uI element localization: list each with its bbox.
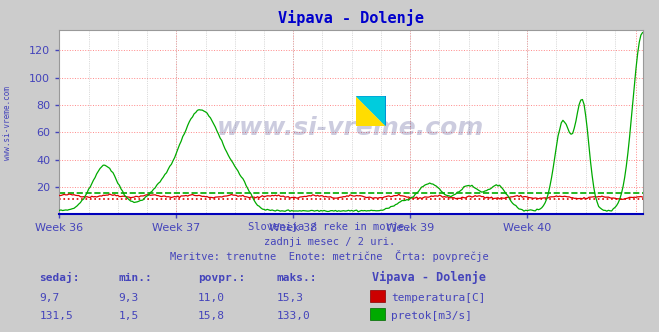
Polygon shape bbox=[356, 96, 386, 126]
Text: www.si-vreme.com: www.si-vreme.com bbox=[3, 86, 13, 160]
Text: 9,3: 9,3 bbox=[119, 293, 139, 303]
Text: 15,3: 15,3 bbox=[277, 293, 304, 303]
Title: Vipava - Dolenje: Vipava - Dolenje bbox=[278, 9, 424, 26]
Text: 11,0: 11,0 bbox=[198, 293, 225, 303]
Polygon shape bbox=[356, 96, 386, 126]
Text: zadnji mesec / 2 uri.: zadnji mesec / 2 uri. bbox=[264, 237, 395, 247]
Text: 9,7: 9,7 bbox=[40, 293, 60, 303]
Text: temperatura[C]: temperatura[C] bbox=[391, 293, 485, 303]
Text: 131,5: 131,5 bbox=[40, 311, 73, 321]
Text: 15,8: 15,8 bbox=[198, 311, 225, 321]
Text: 1,5: 1,5 bbox=[119, 311, 139, 321]
Text: sedaj:: sedaj: bbox=[40, 272, 80, 283]
Text: 133,0: 133,0 bbox=[277, 311, 310, 321]
Text: min.:: min.: bbox=[119, 273, 152, 283]
Polygon shape bbox=[356, 96, 386, 126]
Text: Vipava - Dolenje: Vipava - Dolenje bbox=[372, 271, 486, 284]
Text: povpr.:: povpr.: bbox=[198, 273, 245, 283]
Text: Meritve: trenutne  Enote: metrične  Črta: povprečje: Meritve: trenutne Enote: metrične Črta: … bbox=[170, 250, 489, 262]
Text: Slovenija / reke in morje.: Slovenija / reke in morje. bbox=[248, 222, 411, 232]
Text: pretok[m3/s]: pretok[m3/s] bbox=[391, 311, 472, 321]
Text: www.si-vreme.com: www.si-vreme.com bbox=[217, 116, 484, 139]
Text: maks.:: maks.: bbox=[277, 273, 317, 283]
